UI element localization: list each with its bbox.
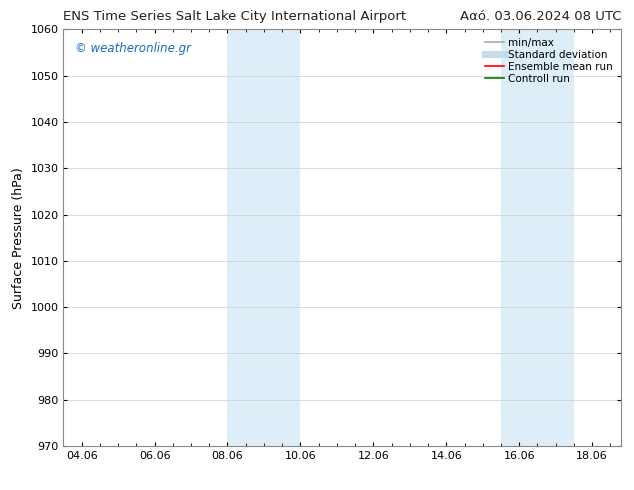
Bar [501,29,574,446]
Y-axis label: Surface Pressure (hPa): Surface Pressure (hPa) [12,167,25,309]
Text: Ααό. 03.06.2024 08 UTC: Ααό. 03.06.2024 08 UTC [460,10,621,23]
Text: ENS Time Series Salt Lake City International Airport: ENS Time Series Salt Lake City Internati… [63,10,406,23]
Legend: min/max, Standard deviation, Ensemble mean run, Controll run: min/max, Standard deviation, Ensemble me… [482,35,616,87]
Text: © weatheronline.gr: © weatheronline.gr [75,42,191,55]
Bar [228,29,301,446]
